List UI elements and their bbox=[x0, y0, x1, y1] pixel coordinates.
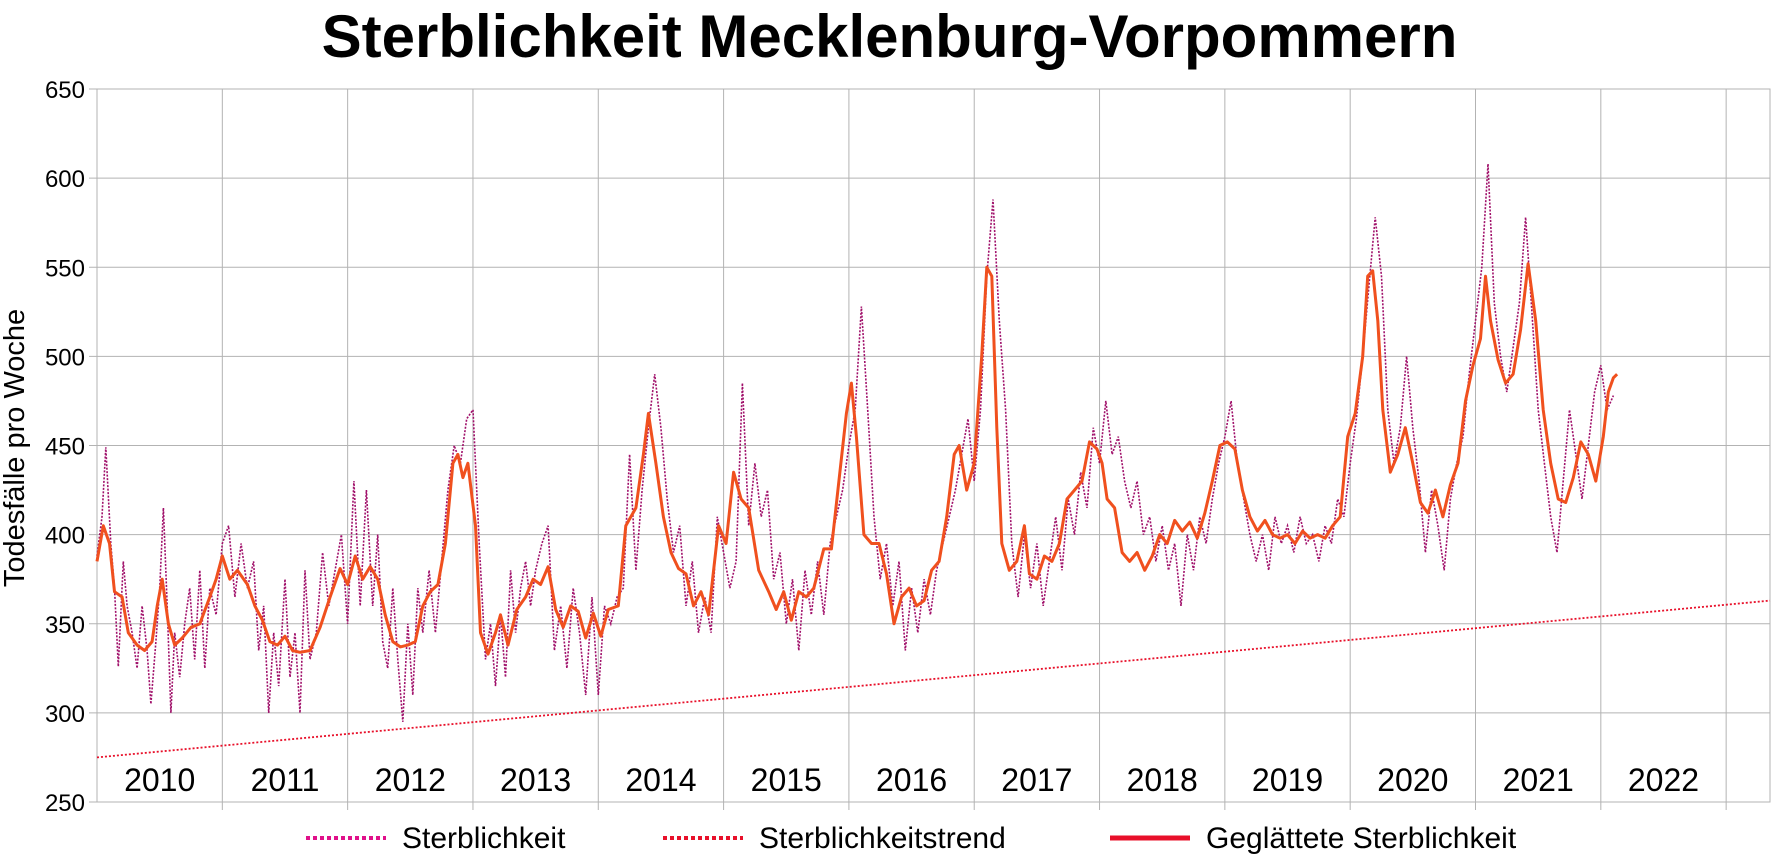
x-tick-label: 2022 bbox=[1628, 762, 1699, 798]
y-tick-label: 300 bbox=[45, 701, 85, 728]
x-tick-label: 2010 bbox=[124, 762, 195, 798]
y-tick-label: 650 bbox=[45, 77, 85, 104]
y-tick-label: 600 bbox=[45, 166, 85, 193]
x-tick-label: 2013 bbox=[500, 762, 571, 798]
grid bbox=[96, 88, 1771, 810]
x-tick-label: 2019 bbox=[1252, 762, 1323, 798]
x-tick-label: 2018 bbox=[1127, 762, 1198, 798]
axes: 250 300 350 400 450 500 550 600 650 2010 2011 2012 2… bbox=[45, 77, 1699, 817]
legend-label: Geglättete Sterblichkeit bbox=[1206, 822, 1517, 855]
y-tick-label: 400 bbox=[45, 523, 85, 550]
series-line-gegl-ttete-sterblichkeit bbox=[95, 262, 1619, 656]
series-line-sterblichkeitstrend bbox=[96, 599, 1771, 759]
y-tick-label: 550 bbox=[45, 255, 85, 282]
x-tick-label: 2015 bbox=[751, 762, 822, 798]
y-axis-label: Todesfälle pro Woche bbox=[0, 309, 31, 587]
chart-title: Sterblichkeit Mecklenburg-Vorpommern bbox=[321, 3, 1458, 70]
x-tick-label: 2017 bbox=[1001, 762, 1072, 798]
legend-label: Sterblichkeit bbox=[402, 822, 566, 855]
series-layer bbox=[95, 163, 1771, 759]
y-tick-label: 350 bbox=[45, 612, 85, 639]
x-tick-label: 2016 bbox=[876, 762, 947, 798]
legend-label: Sterblichkeitstrend bbox=[759, 822, 1006, 855]
x-tick-label: 2021 bbox=[1503, 762, 1574, 798]
x-tick-label: 2020 bbox=[1377, 762, 1448, 798]
y-tick-label: 450 bbox=[45, 434, 85, 461]
y-tick-label: 250 bbox=[45, 790, 85, 817]
y-tick-label: 500 bbox=[45, 344, 85, 371]
x-tick-label: 2011 bbox=[251, 762, 320, 798]
x-tick-label: 2012 bbox=[375, 762, 446, 798]
x-tick-label: 2014 bbox=[625, 762, 696, 798]
legend: Sterblichkeit Sterblichkeitstrend Geglätte… bbox=[306, 822, 1517, 855]
